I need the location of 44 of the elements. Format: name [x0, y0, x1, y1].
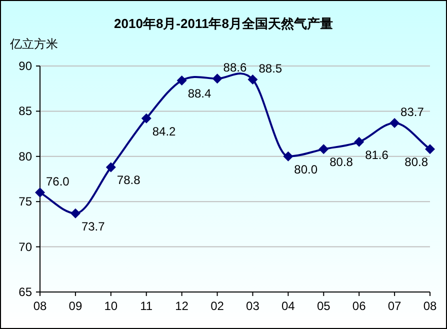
x-tick-label: 08	[33, 299, 47, 313]
data-label: 88.6	[223, 60, 247, 75]
point	[212, 74, 222, 84]
x-tick-label: 02	[210, 299, 224, 313]
x-tick-label: 09	[68, 299, 82, 313]
point	[248, 74, 258, 85]
point	[106, 162, 116, 172]
y-tick-label: 65	[18, 285, 32, 299]
data-label: 84.2	[152, 124, 176, 138]
point	[318, 144, 329, 154]
data-label: 80.0	[294, 162, 318, 176]
point	[354, 136, 364, 147]
data-label: 76.0	[46, 174, 70, 189]
x-tick-label: 04	[282, 299, 296, 313]
data-label: 78.8	[116, 173, 141, 188]
point	[35, 188, 45, 198]
x-tick-label: 11	[140, 299, 153, 313]
data-label: 81.6	[365, 148, 389, 162]
x-tick-label: 08	[423, 299, 437, 313]
x-tick-label: 05	[316, 299, 331, 313]
x-tick-label: 10	[104, 299, 118, 313]
point	[390, 118, 400, 128]
y-tick-label: 75	[18, 194, 32, 209]
y-axis-title: 亿立方米	[9, 37, 58, 51]
data-label: 88.5	[258, 62, 282, 76]
point	[283, 151, 294, 162]
y-tick-label: 70	[18, 240, 32, 254]
point	[141, 113, 152, 124]
data-label: 73.7	[81, 219, 106, 234]
data-label: 80.8	[404, 155, 428, 170]
x-tick-label: 03	[246, 299, 260, 313]
data-label: 83.7	[400, 104, 424, 119]
x-tick-label: 07	[388, 299, 402, 313]
x-tick-label: 12	[175, 299, 189, 313]
data-label: 88.4	[188, 86, 212, 100]
point	[176, 75, 187, 86]
point	[70, 208, 80, 218]
x-tick-label: 06	[352, 299, 366, 313]
data-label: 80.8	[330, 155, 354, 170]
y-tick-label: 80	[18, 149, 32, 164]
y-tick-label: 90	[18, 59, 32, 73]
point	[425, 144, 435, 154]
chart-title: 2010年8月-2011年8月全国天然气产量	[114, 16, 333, 31]
y-tick-label: 85	[18, 104, 32, 118]
